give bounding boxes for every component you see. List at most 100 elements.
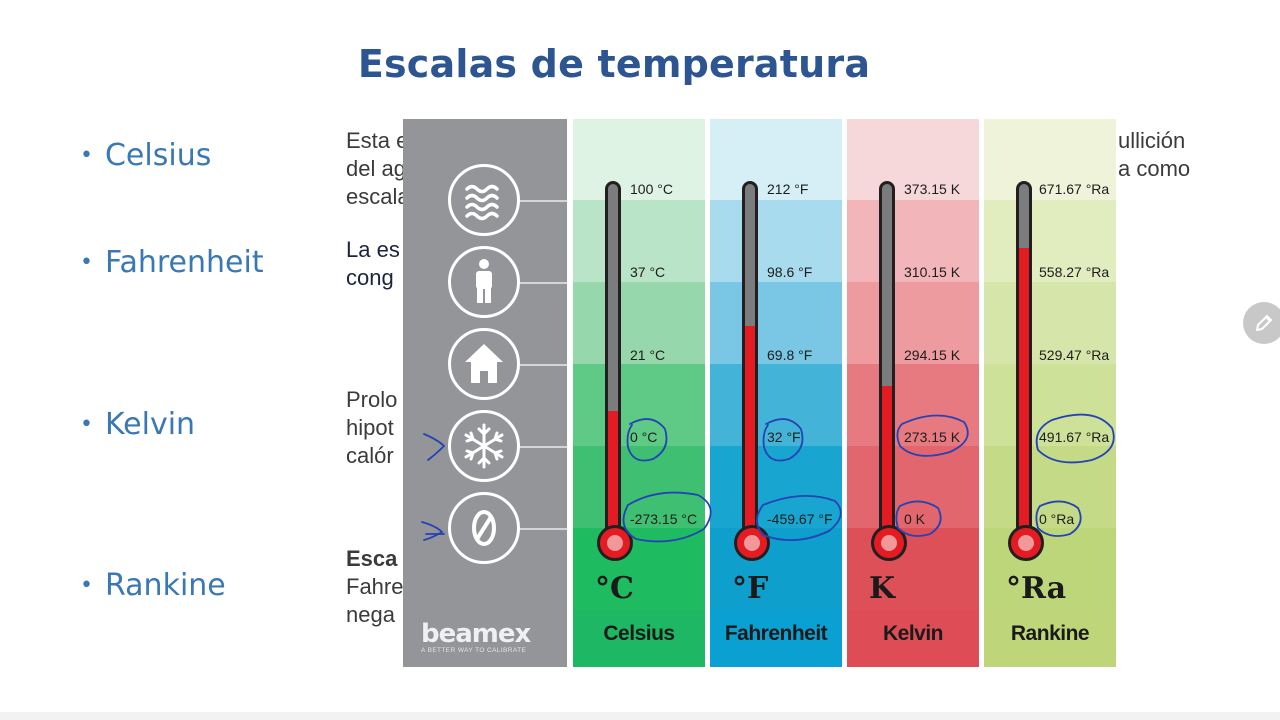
tick-label: 0 °C (630, 429, 658, 445)
icon-panel: beamex A BETTER WAY TO CALIBRATE (403, 119, 567, 667)
tick-label: 0 °Ra (1039, 511, 1075, 527)
scale-name: Celsius (603, 622, 675, 645)
scale-name: Fahrenheit (724, 622, 828, 645)
person-icon (448, 246, 520, 318)
bullet-kelvin: • Kelvin (80, 407, 195, 442)
tick-label: 212 °F (767, 181, 809, 197)
bullet-label: Fahrenheit (104, 245, 264, 280)
color-band (984, 282, 1116, 364)
color-band (984, 200, 1116, 282)
paragraph-line: cong (346, 265, 394, 290)
bullet-dot: • (80, 573, 93, 598)
mercury-fill (882, 385, 892, 538)
color-band (710, 119, 842, 200)
tick-label: 98.6 °F (767, 264, 813, 280)
color-band (710, 200, 842, 282)
tick-label: 21 °C (630, 347, 666, 363)
zero-icon (448, 492, 520, 564)
bullet-label: Rankine (104, 568, 226, 603)
mercury-fill (608, 410, 618, 538)
tick-label: 0 K (904, 511, 926, 527)
bullet-celsius: • Celsius (80, 138, 211, 173)
color-band (847, 200, 979, 282)
tick-label: -273.15 °C (630, 511, 698, 527)
tick-label: 69.8 °F (767, 347, 813, 363)
tick-label: 294.15 K (904, 347, 961, 363)
scale-column-fahrenheit: 212 °F 98.6 °F 69.8 °F 32 °F -459.67 °F … (710, 119, 842, 667)
paragraph-celsius-right: ullición a como (1118, 127, 1190, 183)
thermometer-bulb (597, 525, 633, 561)
color-band (847, 528, 979, 610)
tick-label: 529.47 °Ra (1039, 347, 1110, 363)
paragraph-rankine: Esca Fahre nega (346, 545, 403, 629)
paragraph-fahrenheit: La es cong (346, 236, 400, 292)
mercury-fill (1019, 247, 1029, 538)
thermometer-tube (1016, 181, 1032, 541)
guide-line (520, 528, 567, 530)
unit-symbol: K (869, 571, 896, 606)
scale-column-rankine: 671.67 °Ra 558.27 °Ra 529.47 °Ra 491.67 … (984, 119, 1116, 667)
bullet-dot: • (80, 250, 93, 275)
color-band (710, 610, 842, 667)
paragraph-line: Esca (346, 546, 398, 571)
scale-name: Kelvin (882, 622, 944, 645)
bullet-dot: • (80, 412, 93, 437)
unit-symbol: °C (595, 571, 634, 606)
thermometer-tube (742, 181, 758, 541)
thermometer-tube (879, 181, 895, 541)
guide-line (520, 446, 567, 448)
bullet-label: Kelvin (104, 407, 196, 442)
guide-line (520, 282, 567, 284)
house-icon (448, 328, 520, 400)
paragraph-line: escala (346, 184, 410, 209)
paragraph-line: Prolo (346, 387, 398, 412)
paragraph-line: La es (346, 237, 400, 262)
pencil-icon (1256, 315, 1272, 331)
paragraph-line: nega (346, 602, 395, 627)
waves-icon (448, 164, 520, 236)
slide-title: Escalas de temperatura (357, 42, 871, 86)
color-band (573, 119, 705, 200)
color-band (984, 119, 1116, 200)
paragraph-line: del ag (346, 156, 406, 181)
tick-label: 37 °C (630, 264, 666, 280)
edit-pen-button[interactable] (1243, 302, 1280, 344)
scale-name: Rankine (1010, 622, 1090, 645)
thermometer-bulb (871, 525, 907, 561)
bottom-bar (0, 712, 1280, 720)
paragraph-line: ullición (1118, 128, 1186, 153)
paragraph-line: hipot (346, 415, 394, 440)
paragraph-line: a como (1118, 156, 1191, 181)
paragraph-celsius: Esta e del ag escala (346, 127, 410, 211)
thermometer-bulb (1008, 525, 1044, 561)
tick-label: 491.67 °Ra (1039, 429, 1110, 445)
thermometer-bulb (734, 525, 770, 561)
tick-label: 32 °F (767, 429, 801, 445)
paragraph-kelvin: Prolo hipot calór (346, 386, 397, 470)
guide-line (520, 364, 567, 366)
color-band (573, 282, 705, 364)
tick-label: 558.27 °Ra (1039, 264, 1110, 280)
mercury-fill (745, 325, 755, 538)
paragraph-line: calór (346, 443, 394, 468)
color-band (710, 528, 842, 610)
beamex-tagline: A BETTER WAY TO CALIBRATE (421, 647, 527, 654)
tick-label: 273.15 K (904, 429, 961, 445)
bullet-dot: • (80, 143, 93, 168)
tick-label: 373.15 K (904, 181, 961, 197)
color-band (984, 610, 1116, 667)
bullet-rankine: • Rankine (80, 568, 226, 603)
tick-label: 100 °C (630, 181, 673, 197)
paragraph-line: Esta e (346, 128, 409, 153)
snowflake-icon (448, 410, 520, 482)
color-band (573, 610, 705, 667)
color-band (847, 119, 979, 200)
color-band (847, 282, 979, 364)
paragraph-line: Fahre (346, 574, 404, 599)
unit-symbol: °Ra (1006, 571, 1067, 606)
color-band (710, 282, 842, 364)
temperature-scales-infographic: beamex A BETTER WAY TO CALIBRATE 100 °C … (403, 119, 1117, 667)
scale-column-celsius: 100 °C 37 °C 21 °C 0 °C -273.15 °C °C Ce… (573, 119, 705, 667)
color-band (573, 200, 705, 282)
unit-symbol: °F (732, 571, 769, 606)
